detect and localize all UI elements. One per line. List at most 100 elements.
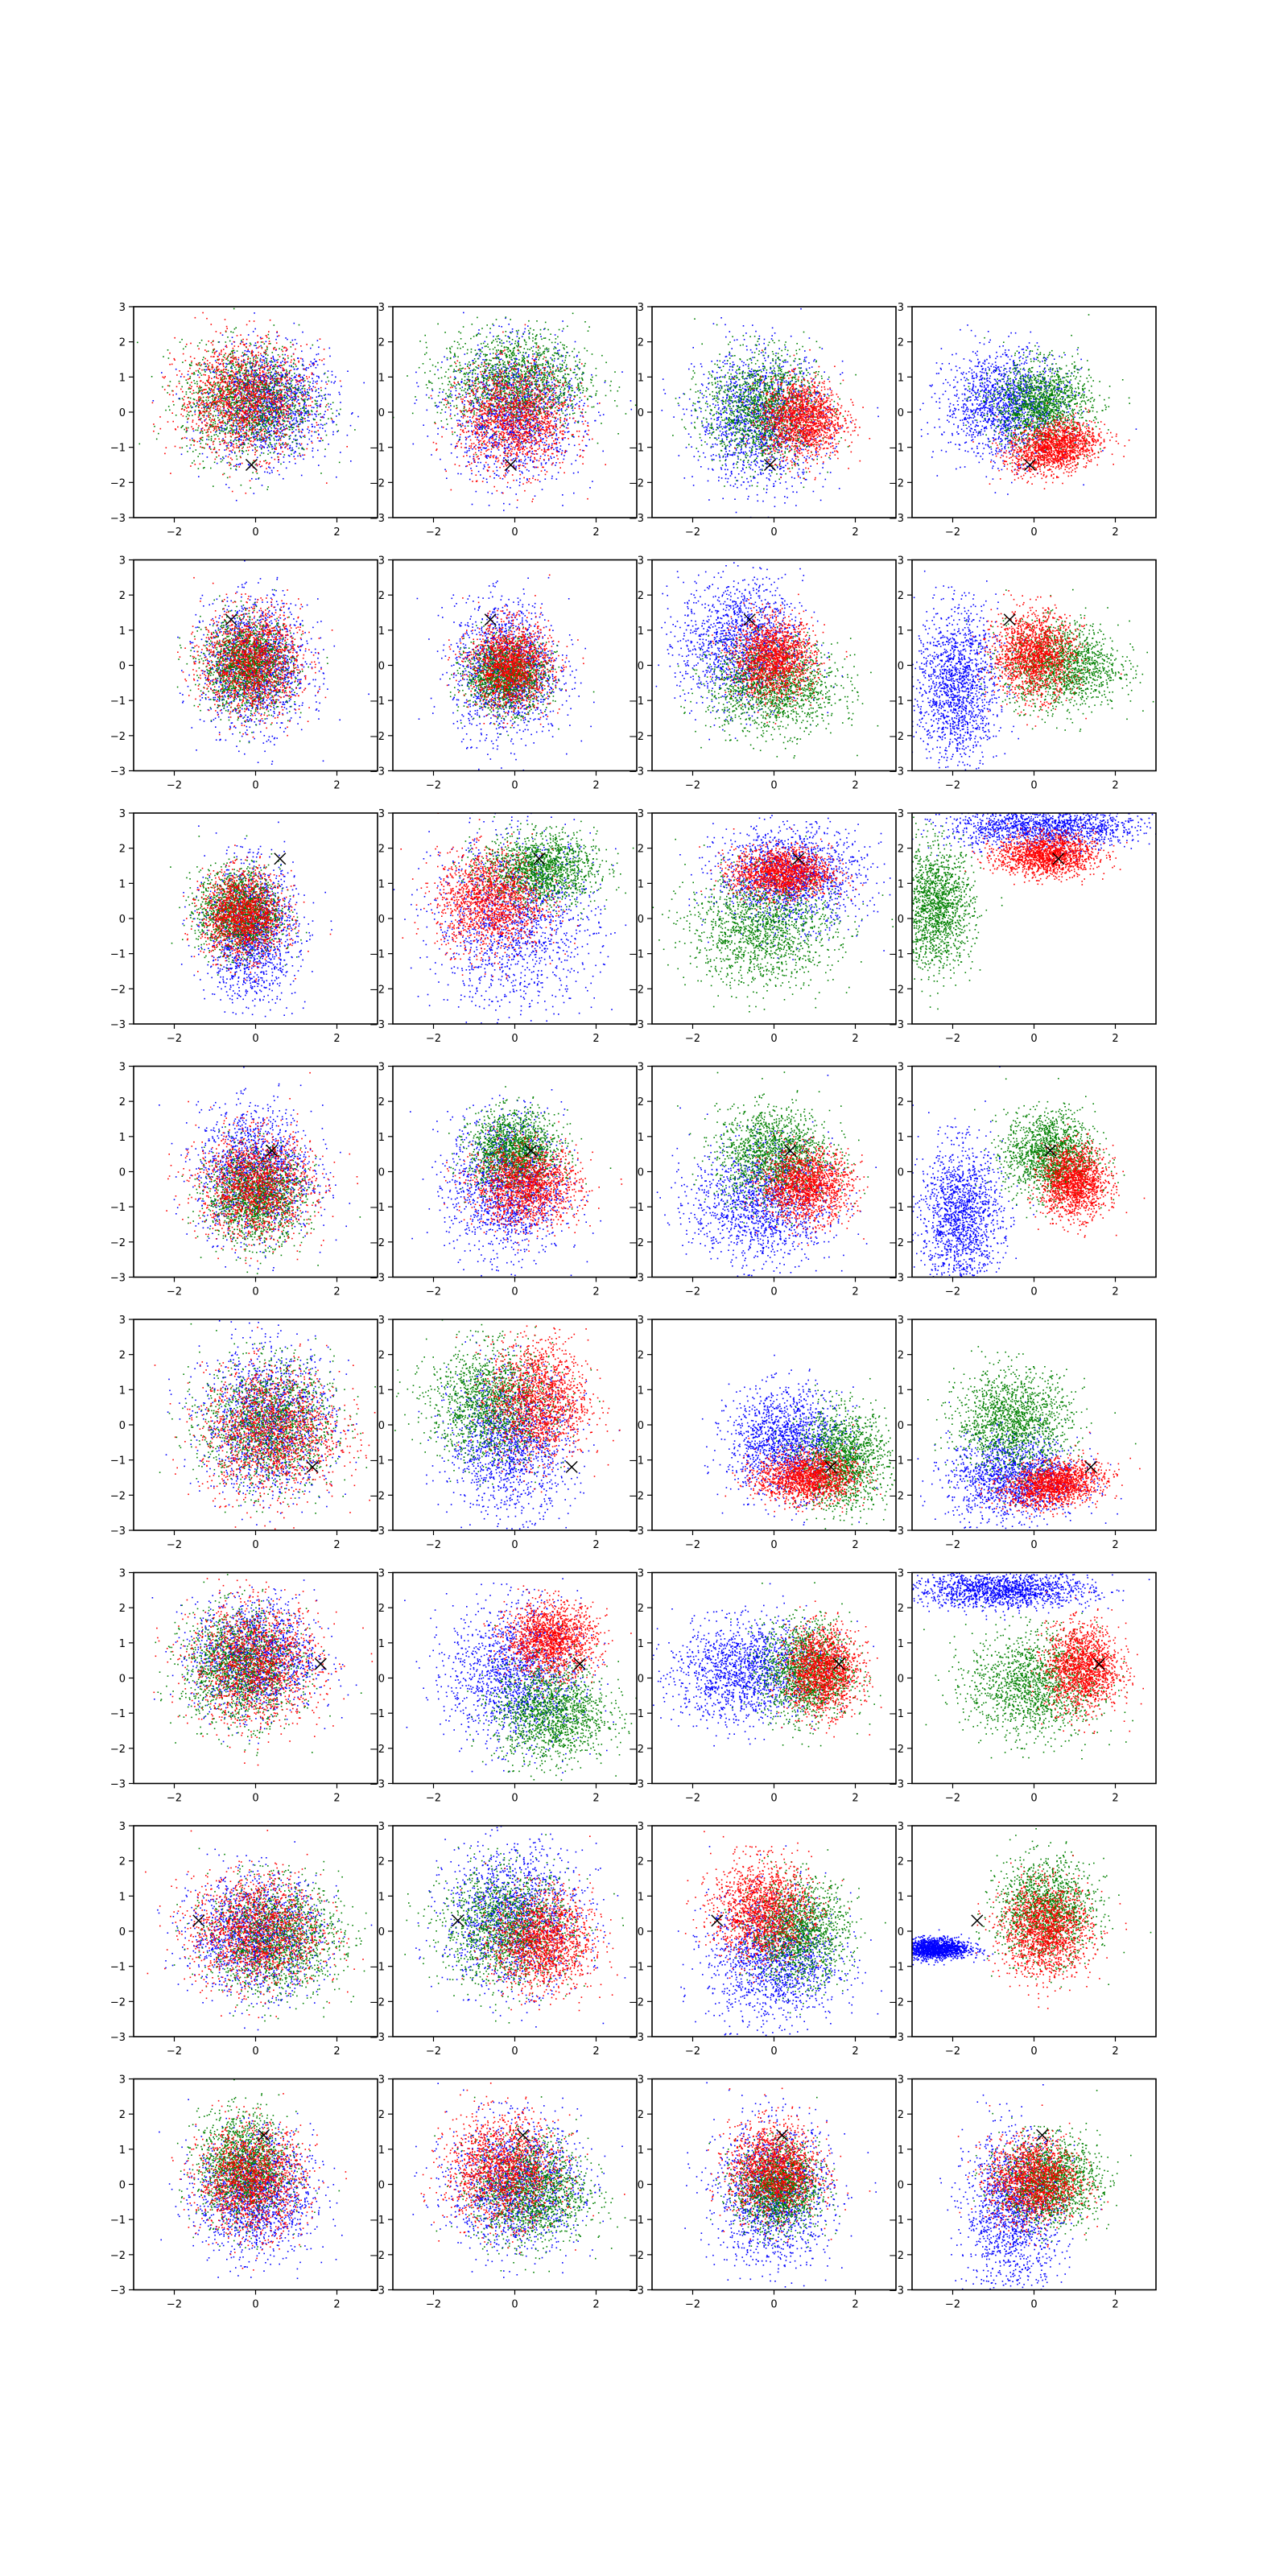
point-green	[237, 412, 239, 414]
point-red	[208, 435, 209, 436]
point-green	[354, 429, 356, 431]
point-red	[247, 359, 249, 361]
point-red	[246, 374, 247, 376]
point-red	[262, 410, 264, 411]
point-red	[199, 404, 200, 406]
point-green	[291, 454, 292, 456]
point-red	[198, 417, 200, 419]
point-red	[233, 434, 234, 436]
point-green	[227, 432, 229, 434]
point-green	[200, 443, 202, 444]
point-red	[221, 353, 222, 355]
point-green	[231, 415, 233, 416]
point-green	[203, 397, 204, 398]
point-green	[302, 448, 303, 449]
point-green	[264, 362, 266, 364]
point-red	[211, 342, 213, 344]
point-green	[280, 411, 282, 412]
point-red	[289, 405, 291, 407]
point-green	[282, 346, 283, 348]
point-red	[246, 394, 248, 395]
point-red	[293, 353, 295, 355]
point-green	[266, 349, 268, 350]
point-red	[187, 404, 188, 406]
point-green	[213, 350, 214, 352]
point-red	[231, 382, 233, 383]
point-blue	[312, 378, 313, 380]
point-red	[262, 422, 263, 423]
point-blue	[350, 425, 352, 427]
point-green	[191, 365, 192, 366]
point-green	[291, 390, 292, 391]
point-green	[200, 390, 201, 391]
point-red	[213, 444, 214, 445]
point-blue	[489, 505, 490, 506]
point-green	[237, 398, 239, 399]
point-blue	[446, 477, 448, 479]
point-blue	[301, 351, 303, 353]
point-blue	[465, 396, 467, 398]
point-green	[228, 443, 229, 444]
point-red	[242, 364, 243, 365]
point-blue	[325, 394, 327, 395]
point-red	[210, 356, 212, 357]
point-green	[275, 366, 276, 368]
point-blue	[304, 413, 306, 415]
point-blue	[329, 348, 331, 349]
point-red	[208, 380, 209, 382]
point-green	[257, 446, 258, 448]
point-red	[189, 403, 191, 405]
point-green	[229, 427, 231, 429]
point-red	[255, 396, 257, 398]
point-blue	[294, 418, 295, 419]
point-red	[263, 394, 265, 396]
point-red	[202, 415, 204, 416]
point-red	[249, 431, 250, 432]
point-red	[287, 405, 289, 407]
point-blue	[508, 368, 510, 369]
point-green	[266, 388, 267, 390]
point-red	[238, 390, 240, 391]
point-green	[244, 444, 246, 446]
point-red	[213, 356, 215, 357]
point-green	[264, 343, 266, 345]
point-green	[304, 436, 306, 438]
point-red	[225, 398, 227, 399]
point-blue	[568, 444, 570, 445]
point-red	[284, 358, 286, 360]
point-blue	[333, 382, 335, 384]
point-red	[265, 441, 266, 443]
point-red	[221, 425, 222, 427]
point-red	[244, 390, 246, 392]
point-red	[258, 364, 260, 365]
point-red	[199, 368, 200, 369]
point-red	[310, 405, 312, 407]
point-red	[236, 432, 237, 434]
point-red	[217, 426, 218, 427]
point-green	[216, 372, 217, 374]
point-green	[270, 416, 272, 418]
point-red	[255, 407, 257, 408]
point-red	[241, 361, 242, 362]
point-red	[213, 392, 215, 394]
point-green	[243, 451, 245, 452]
point-red	[203, 374, 204, 376]
point-red	[255, 390, 257, 392]
point-red	[218, 405, 220, 407]
point-green	[237, 364, 239, 365]
point-blue	[222, 334, 224, 336]
point-blue	[335, 377, 336, 378]
point-blue	[312, 423, 313, 425]
point-red	[186, 407, 188, 409]
point-blue	[339, 392, 341, 394]
point-green	[197, 456, 199, 457]
point-green	[273, 368, 275, 369]
point-blue	[189, 448, 191, 449]
point-blue	[284, 397, 286, 398]
point-blue	[328, 407, 330, 408]
point-green	[211, 436, 213, 438]
point-blue	[511, 384, 513, 386]
point-blue	[531, 436, 533, 437]
point-blue	[543, 391, 545, 393]
point-red	[211, 385, 213, 386]
